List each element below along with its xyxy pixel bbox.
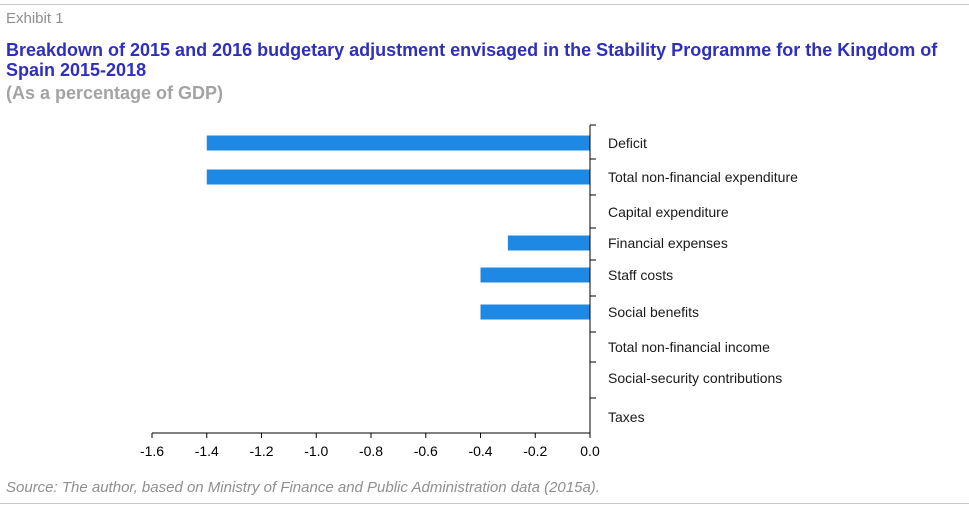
bar-5 (480, 304, 590, 320)
category-label-0: Deficit (608, 135, 647, 151)
x-tick-label-2: -1.2 (249, 443, 273, 459)
category-label-6: Total non-financial income (608, 339, 770, 355)
chart-subtitle: (As a percentage of GDP) (6, 83, 224, 103)
x-tick-label-3: -1.0 (304, 443, 328, 459)
x-tick-label-5: -0.6 (414, 443, 438, 459)
category-label-7: Social-security contributions (608, 370, 782, 386)
x-tick-label-1: -1.4 (195, 443, 219, 459)
source-note: Source: The author, based on Ministry of… (6, 479, 600, 496)
category-label-2: Capital expenditure (608, 204, 729, 220)
bar-4 (480, 267, 590, 283)
category-label-3: Financial expenses (608, 235, 728, 251)
category-label-5: Social benefits (608, 304, 699, 320)
chart-title: Breakdown of 2015 and 2016 budgetary adj… (6, 40, 938, 80)
bar-0 (206, 135, 590, 151)
x-tick-label-7: -0.2 (523, 443, 547, 459)
bar-1 (206, 169, 590, 185)
x-tick-label-4: -0.8 (359, 443, 383, 459)
top-rule (0, 4, 969, 5)
x-tick-label-8: 0.0 (580, 443, 600, 459)
bar-chart: -1.6 -1.4 -1.2 -1.0 -0.8 -0.6 -0.4 -0.2 0.0 Defic… (140, 124, 798, 459)
category-label-1: Total non-financial expenditure (608, 169, 798, 185)
bottom-rule (0, 503, 969, 504)
bar-3 (507, 235, 590, 251)
category-label-4: Staff costs (608, 267, 673, 283)
exhibit-label: Exhibit 1 (6, 10, 64, 27)
x-tick-label-0: -1.6 (140, 443, 164, 459)
category-label-8: Taxes (608, 409, 645, 425)
x-tick-label-6: -0.4 (468, 443, 492, 459)
